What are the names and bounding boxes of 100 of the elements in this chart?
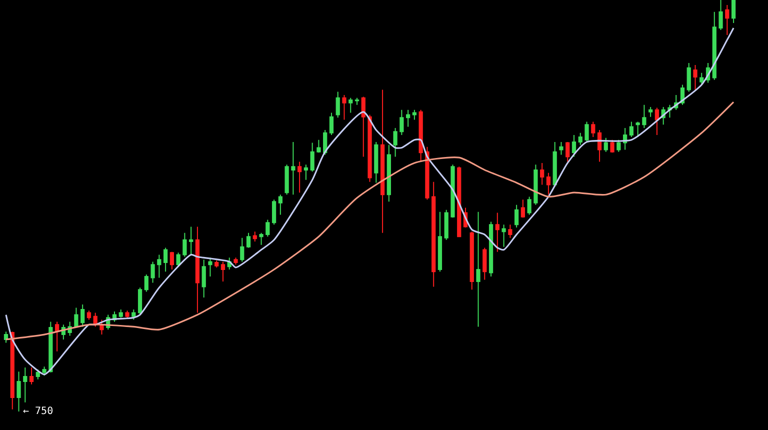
- candlestick: [648, 106, 653, 118]
- candlestick: [444, 209, 448, 240]
- candlestick: [584, 121, 589, 142]
- candlestick: [80, 304, 85, 328]
- candlestick: [132, 308, 136, 320]
- candlestick: [272, 199, 276, 226]
- candlestick: [29, 366, 34, 385]
- candlestick: [354, 97, 360, 106]
- candlestick: [400, 109, 404, 136]
- candlestick: [520, 199, 525, 218]
- candlestick: [138, 287, 142, 316]
- candlestick: [654, 107, 660, 136]
- candlestick: [418, 109, 423, 162]
- candlestick: [693, 64, 698, 90]
- candlestick: [629, 121, 634, 138]
- candlestick: [163, 247, 168, 272]
- candlestick: [336, 91, 340, 118]
- candlestick: [712, 11, 716, 80]
- candlestick: [686, 62, 691, 92]
- candlestick: [144, 274, 148, 292]
- candlestick: [202, 259, 206, 298]
- candlestick: [642, 104, 646, 128]
- candlestick: [508, 224, 512, 238]
- candlestick: [176, 252, 180, 268]
- candlestick: [304, 164, 308, 180]
- candlestick: [457, 166, 462, 238]
- candlestick: [406, 109, 410, 128]
- candlestick: [86, 310, 92, 320]
- candlestick: [54, 321, 60, 352]
- candlestick: [731, 0, 736, 24]
- candlestick: [23, 366, 28, 403]
- candlestick: [374, 141, 378, 184]
- candlestick: [266, 219, 270, 238]
- candlestick: [534, 164, 538, 206]
- candlestick: [361, 96, 366, 158]
- candlestick: [170, 251, 174, 270]
- candlestick: [246, 232, 251, 248]
- candlestick: [316, 139, 321, 154]
- candlestick: [393, 127, 398, 158]
- candlestick: [578, 132, 582, 146]
- candlestick: [386, 144, 391, 202]
- candlestick: [42, 366, 46, 376]
- candlestick: [278, 194, 282, 216]
- candlestick: [502, 224, 506, 248]
- candlestick: [616, 139, 621, 152]
- candlestick: [48, 321, 53, 373]
- candlestick: [348, 97, 353, 114]
- candlestick: [488, 221, 494, 278]
- candlestick: [476, 211, 480, 328]
- candlestick: [566, 141, 570, 162]
- candlestick: [450, 164, 455, 218]
- candlestick: [150, 261, 155, 284]
- candlestick: [527, 196, 532, 216]
- candlestick: [610, 139, 614, 154]
- candlestick: [189, 226, 194, 256]
- candlestick: [4, 331, 8, 344]
- candlestick: [412, 109, 417, 120]
- candlestick: [125, 310, 130, 319]
- candlestick: [310, 142, 314, 172]
- candlestick: [118, 308, 123, 318]
- candlestick: [368, 114, 372, 182]
- candlestick: [559, 141, 564, 156]
- candlestick: [214, 260, 219, 268]
- candlestick: [718, 0, 723, 31]
- annotation: ← 750: [23, 406, 54, 417]
- candlestick: [74, 307, 78, 328]
- candlestick: [284, 164, 289, 196]
- candlestick: [220, 261, 226, 282]
- candlestick: [157, 254, 162, 278]
- candlestick: [342, 94, 346, 120]
- candlestick: [259, 232, 264, 246]
- candlestick: [195, 226, 200, 314]
- candlestick: [291, 141, 296, 196]
- candlestick: [298, 161, 302, 194]
- candlestick: [572, 134, 576, 158]
- candlestick: [182, 232, 187, 258]
- candlestick: [36, 369, 40, 380]
- candlestick: [380, 89, 385, 234]
- candlestick: [432, 181, 436, 288]
- candlestick: [604, 137, 608, 152]
- candlestick: [725, 4, 730, 36]
- candlestick: [329, 112, 334, 136]
- candlestick: [514, 204, 519, 228]
- candlestick: [234, 257, 238, 266]
- candlestick: [546, 172, 551, 196]
- candlestick: [552, 141, 557, 188]
- candlestick: [636, 121, 640, 138]
- candlestick: [16, 371, 21, 412]
- candlestick: [438, 211, 442, 272]
- candlestick: [540, 162, 544, 186]
- candlestick: [470, 231, 474, 290]
- candlestick: [10, 331, 14, 410]
- candlestick: [700, 72, 704, 86]
- candlestick: [597, 130, 602, 162]
- candlestick: [482, 247, 487, 280]
- candlestick: [495, 212, 500, 252]
- candlestick: [591, 121, 596, 138]
- candlestick: [252, 231, 257, 242]
- candlestick: [208, 257, 212, 278]
- candlestick: [240, 237, 244, 262]
